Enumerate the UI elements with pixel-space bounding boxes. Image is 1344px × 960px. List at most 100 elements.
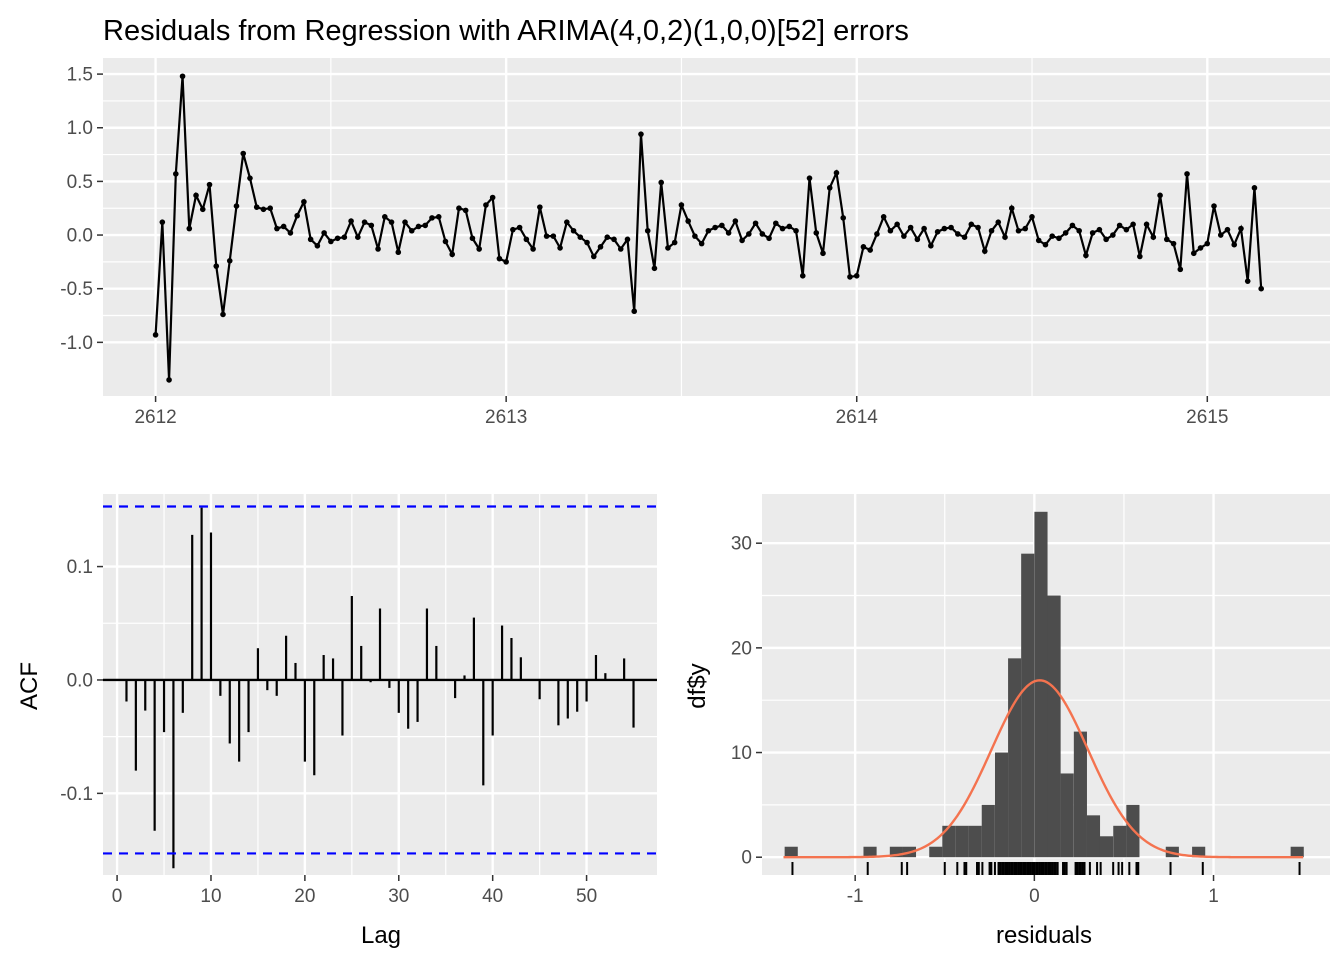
x-tick-label: 2612 — [134, 407, 176, 428]
residual-point — [995, 219, 1002, 225]
residual-point — [752, 220, 759, 227]
residual-point — [860, 244, 867, 250]
residual-point — [1258, 285, 1264, 292]
timeseries-grid — [103, 58, 1330, 396]
residual-point — [658, 179, 664, 186]
residual-point — [1083, 252, 1089, 259]
residual-point — [355, 234, 361, 240]
residual-point — [894, 221, 900, 228]
histogram-bar — [1192, 846, 1206, 858]
residual-point — [651, 265, 658, 272]
residual-point — [1137, 253, 1143, 260]
residual-point — [584, 239, 590, 246]
residual-point — [489, 194, 496, 201]
y-tick-label: 0.5 — [67, 172, 93, 193]
residual-point — [1008, 205, 1015, 212]
residual-point — [874, 231, 880, 237]
residual-point — [503, 259, 509, 265]
x-tick-label: 2614 — [836, 407, 879, 428]
residual-point — [1089, 230, 1096, 236]
acf-x-axis-label: Lag — [361, 922, 401, 949]
residual-point — [456, 205, 462, 212]
residual-point — [334, 235, 341, 242]
residual-point — [402, 219, 408, 225]
residual-point — [853, 273, 860, 279]
residual-point — [159, 219, 166, 225]
residual-point — [847, 274, 853, 280]
residual-point — [301, 198, 307, 205]
histogram-bar — [981, 804, 995, 858]
residual-point — [166, 377, 172, 383]
residual-point — [274, 225, 280, 232]
residual-point — [1231, 241, 1238, 248]
histogram-bar — [1047, 595, 1061, 858]
residual-point — [321, 230, 327, 236]
residual-point — [840, 215, 847, 221]
histogram-bar — [1290, 846, 1304, 858]
x-tick-label: 2615 — [1186, 407, 1228, 428]
residual-point — [253, 204, 260, 210]
y-tick-label: 1.5 — [67, 65, 93, 86]
x-tick-label: -1 — [847, 886, 864, 907]
residual-point — [732, 218, 739, 224]
residual-point — [152, 332, 159, 338]
acf-panel: -0.1 0.0 0.1 0 10 20 30 40 50 Lag ACF — [16, 494, 657, 949]
residual-point — [294, 212, 300, 219]
residual-point — [799, 273, 806, 279]
y-tick-label: -0.5 — [60, 279, 93, 300]
histogram-bar — [1113, 825, 1127, 858]
histogram-bar — [1060, 773, 1074, 858]
histogram-bar — [784, 846, 798, 858]
residual-point — [826, 185, 833, 191]
residual-point — [739, 237, 745, 244]
residual-point — [590, 253, 597, 260]
histogram-bar — [929, 846, 943, 858]
residual-point — [381, 214, 388, 220]
residual-point — [678, 202, 685, 208]
histogram-bar — [994, 752, 1009, 858]
residual-point — [557, 245, 563, 251]
residual-point — [247, 175, 253, 181]
residual-point — [564, 219, 570, 225]
histogram-bar — [863, 846, 877, 858]
residual-point — [233, 203, 240, 209]
residual-point — [543, 233, 550, 239]
residual-point — [1130, 221, 1136, 228]
residual-point — [1103, 236, 1109, 243]
residual-point — [746, 231, 752, 237]
residual-point — [199, 206, 206, 213]
residual-point — [934, 229, 941, 235]
residual-point — [415, 223, 422, 230]
residual-point — [705, 227, 712, 234]
residual-point — [422, 222, 429, 229]
y-tick-label: 30 — [731, 534, 752, 555]
residual-point — [1197, 245, 1204, 251]
residual-point — [361, 219, 368, 225]
residual-point — [429, 215, 435, 221]
residual-point — [280, 223, 287, 230]
residual-point — [907, 224, 914, 231]
residual-point — [1204, 240, 1211, 247]
residual-point — [692, 233, 698, 239]
residual-point — [1211, 203, 1217, 209]
residual-point — [260, 206, 267, 213]
histogram-bar — [942, 825, 956, 858]
residual-point — [914, 236, 921, 243]
histogram-bar — [1099, 836, 1114, 858]
residual-point — [240, 150, 247, 157]
residual-point — [1116, 222, 1123, 229]
residual-point — [570, 227, 577, 234]
histogram-y-axis-label: df$y — [684, 663, 711, 708]
residual-point — [1015, 227, 1022, 234]
residual-point — [226, 258, 233, 264]
residual-point — [193, 192, 199, 199]
y-tick-label: 0.1 — [67, 557, 93, 578]
x-tick-label: 10 — [200, 886, 221, 907]
histogram-x-axis-label: residuals — [996, 922, 1092, 949]
residual-point — [1076, 227, 1082, 234]
residual-point — [685, 218, 691, 224]
residual-point — [766, 235, 772, 242]
residual-point — [1150, 234, 1157, 240]
residual-point — [759, 231, 766, 237]
x-tick-label: 1 — [1208, 886, 1219, 907]
